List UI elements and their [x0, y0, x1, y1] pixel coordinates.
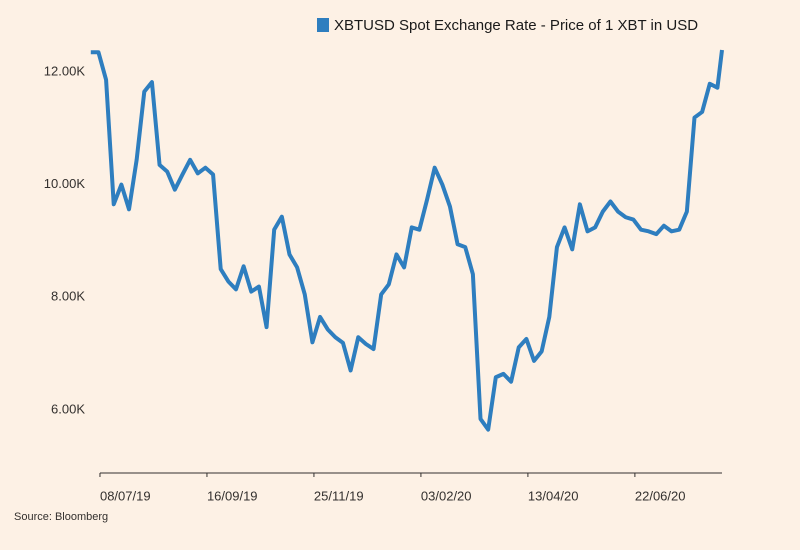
x-tick-label: 13/04/20	[528, 488, 579, 503]
x-tick-label: 25/11/19	[314, 488, 364, 503]
source-note: Source: Bloomberg	[14, 511, 108, 523]
x-tick-label: 08/07/19	[100, 488, 151, 503]
x-tick-label: 03/02/20	[421, 488, 472, 503]
x-tick-label: 22/06/20	[635, 488, 686, 503]
y-tick-label: 8.00K	[51, 289, 85, 304]
y-tick-label: 6.00K	[51, 401, 85, 416]
x-tick-label: 16/09/19	[207, 488, 258, 503]
legend-label: XBTUSD Spot Exchange Rate - Price of 1 X…	[334, 17, 698, 34]
legend-swatch	[317, 18, 329, 32]
y-tick-label: 10.00K	[44, 176, 86, 191]
y-tick-label: 12.00K	[44, 63, 86, 78]
price-line	[90, 49, 724, 432]
